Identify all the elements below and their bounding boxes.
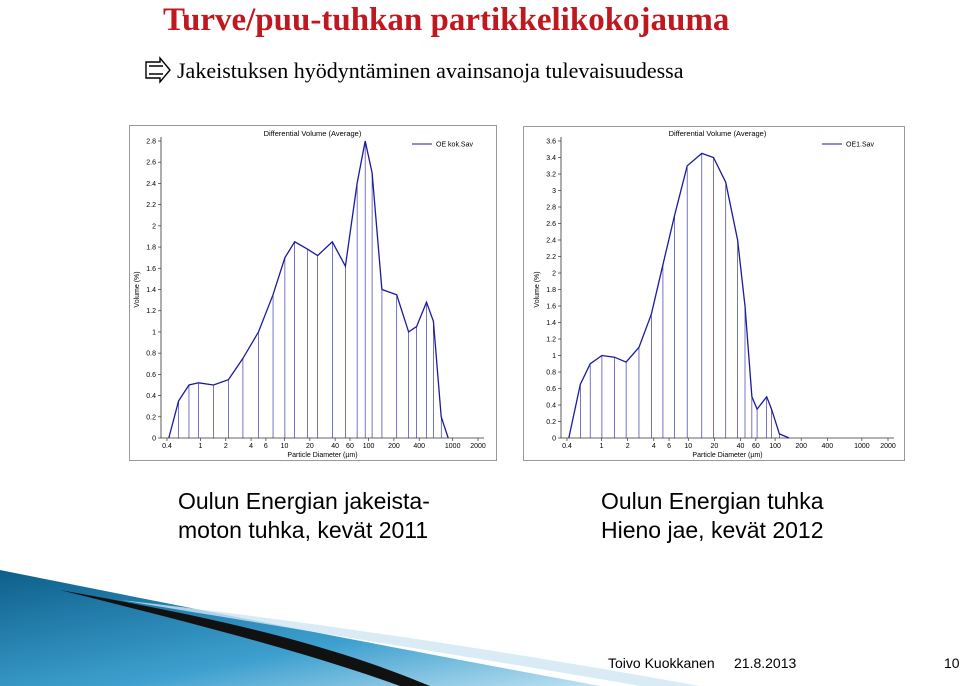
bullet-text: Jakeistuksen hyödyntäminen avainsanoja t… xyxy=(177,58,684,83)
chart-title: Differential Volume (Average) xyxy=(669,129,767,138)
y-tick-label: 1 xyxy=(152,329,156,336)
y-axis-label: Volume (%) xyxy=(134,271,141,307)
x-tick-label: 100 xyxy=(363,443,375,450)
x-tick-label: 100 xyxy=(769,443,781,450)
legend-label: OE1.Sav xyxy=(846,142,875,149)
caption-line: Hieno jae, kevät 2012 xyxy=(601,517,824,543)
swoosh-light xyxy=(120,600,700,686)
x-tick-label: 4 xyxy=(249,443,253,450)
y-tick-label: 1.2 xyxy=(546,337,556,344)
x-tick-label: 40 xyxy=(737,443,745,450)
x-tick-label: 60 xyxy=(752,443,760,450)
x-tick-label: 0.4 xyxy=(562,443,572,450)
y-tick-label: 0 xyxy=(552,436,556,443)
x-tick-label: 0.4 xyxy=(162,443,172,450)
y-tick-label: 0.8 xyxy=(146,351,156,358)
x-tick-label: 20 xyxy=(711,443,719,450)
footer-date: 21.8.2013 xyxy=(734,655,796,671)
x-tick-label: 2000 xyxy=(880,443,896,450)
y-tick-label: 0.6 xyxy=(146,372,156,379)
y-tick-label: 2.4 xyxy=(546,238,556,245)
x-tick-label: 6 xyxy=(667,443,671,450)
series-line xyxy=(568,152,790,439)
x-tick-label: 2 xyxy=(224,443,228,450)
y-tick-label: 3.6 xyxy=(546,139,556,146)
legend-label: OE kok.Sav xyxy=(436,142,473,149)
x-tick-label: 1000 xyxy=(445,443,461,450)
footer-author: Toivo Kuokkanen xyxy=(608,655,715,671)
chart-frame xyxy=(129,125,497,461)
x-tick-label: 1000 xyxy=(854,443,870,450)
y-tick-label: 1.2 xyxy=(146,308,156,315)
x-axis-label: Particle Diameter (µm) xyxy=(692,452,762,459)
chart: Differential Volume (Average) 0 0.2 0.4 0.6 0… xyxy=(523,126,905,461)
chart-title: Differential Volume (Average) xyxy=(264,129,362,138)
y-tick-label: 0.8 xyxy=(546,370,556,377)
swoosh-stripe xyxy=(60,590,430,686)
x-tick-label: 40 xyxy=(331,443,339,450)
y-tick-label: 0.2 xyxy=(146,414,156,421)
y-tick-label: 3.2 xyxy=(546,172,556,179)
y-tick-label: 0 xyxy=(152,436,156,443)
y-tick-label: 1.6 xyxy=(546,304,556,311)
x-tick-label: 200 xyxy=(795,443,807,450)
caption: Oulun Energian tuhka Hieno jae, kevät 20… xyxy=(601,487,824,545)
y-tick-label: 1.6 xyxy=(146,266,156,273)
x-tick-label: 400 xyxy=(821,443,833,450)
x-tick-label: 4 xyxy=(652,443,656,450)
swoosh xyxy=(0,570,600,686)
y-axis-label: Volume (%) xyxy=(534,271,541,307)
x-tick-label: 1 xyxy=(199,443,203,450)
y-tick-label: 2.6 xyxy=(146,160,156,167)
x-tick-label: 2000 xyxy=(470,443,486,450)
x-tick-label: 200 xyxy=(388,443,400,450)
y-tick-label: 2 xyxy=(152,223,156,230)
footer-page: 10 xyxy=(944,655,960,671)
bullet-arrow xyxy=(145,56,171,84)
y-tick-label: 0.6 xyxy=(546,386,556,393)
chart-frame xyxy=(523,126,905,461)
y-tick-label: 0.2 xyxy=(546,419,556,426)
y-tick-label: 1.4 xyxy=(546,320,556,327)
slide-title: Turve/puu-tuhkan partikkelikokojauma xyxy=(163,2,729,38)
y-tick-label: 2.8 xyxy=(146,139,156,146)
y-tick-label: 1.8 xyxy=(546,287,556,294)
y-tick-label: 2.8 xyxy=(546,205,556,212)
y-tick-label: 1.4 xyxy=(146,287,156,294)
y-tick-label: 0.4 xyxy=(146,393,156,400)
x-tick-label: 20 xyxy=(306,443,314,450)
x-axis-label: Particle Diameter (µm) xyxy=(287,452,357,459)
x-tick-label: 10 xyxy=(684,443,692,450)
series-line xyxy=(168,140,449,439)
y-tick-label: 1 xyxy=(552,353,556,360)
x-tick-label: 6 xyxy=(264,443,268,450)
x-tick-label: 1 xyxy=(600,443,604,450)
y-tick-label: 0.4 xyxy=(546,403,556,410)
y-tick-label: 2.2 xyxy=(546,254,556,261)
y-tick-label: 2.2 xyxy=(146,202,156,209)
caption-line: Oulun Energian jakeista- xyxy=(178,488,430,514)
y-tick-label: 2.4 xyxy=(146,181,156,188)
x-tick-label: 60 xyxy=(346,443,354,450)
y-tick-label: 2.6 xyxy=(546,221,556,228)
y-tick-label: 1.8 xyxy=(146,245,156,252)
caption-line: Oulun Energian tuhka xyxy=(601,488,824,514)
x-tick-label: 10 xyxy=(281,443,289,450)
caption-line: moton tuhka, kevät 2011 xyxy=(178,517,429,543)
chart: Differential Volume (Average) 0 0.2 0.4 0.6 0… xyxy=(129,125,497,461)
x-tick-label: 2 xyxy=(626,443,630,450)
caption: Oulun Energian jakeista- moton tuhka, ke… xyxy=(178,487,430,545)
y-tick-label: 3 xyxy=(552,188,556,195)
y-tick-label: 2 xyxy=(552,271,556,278)
y-tick-label: 3.4 xyxy=(546,155,556,162)
x-tick-label: 400 xyxy=(413,443,425,450)
